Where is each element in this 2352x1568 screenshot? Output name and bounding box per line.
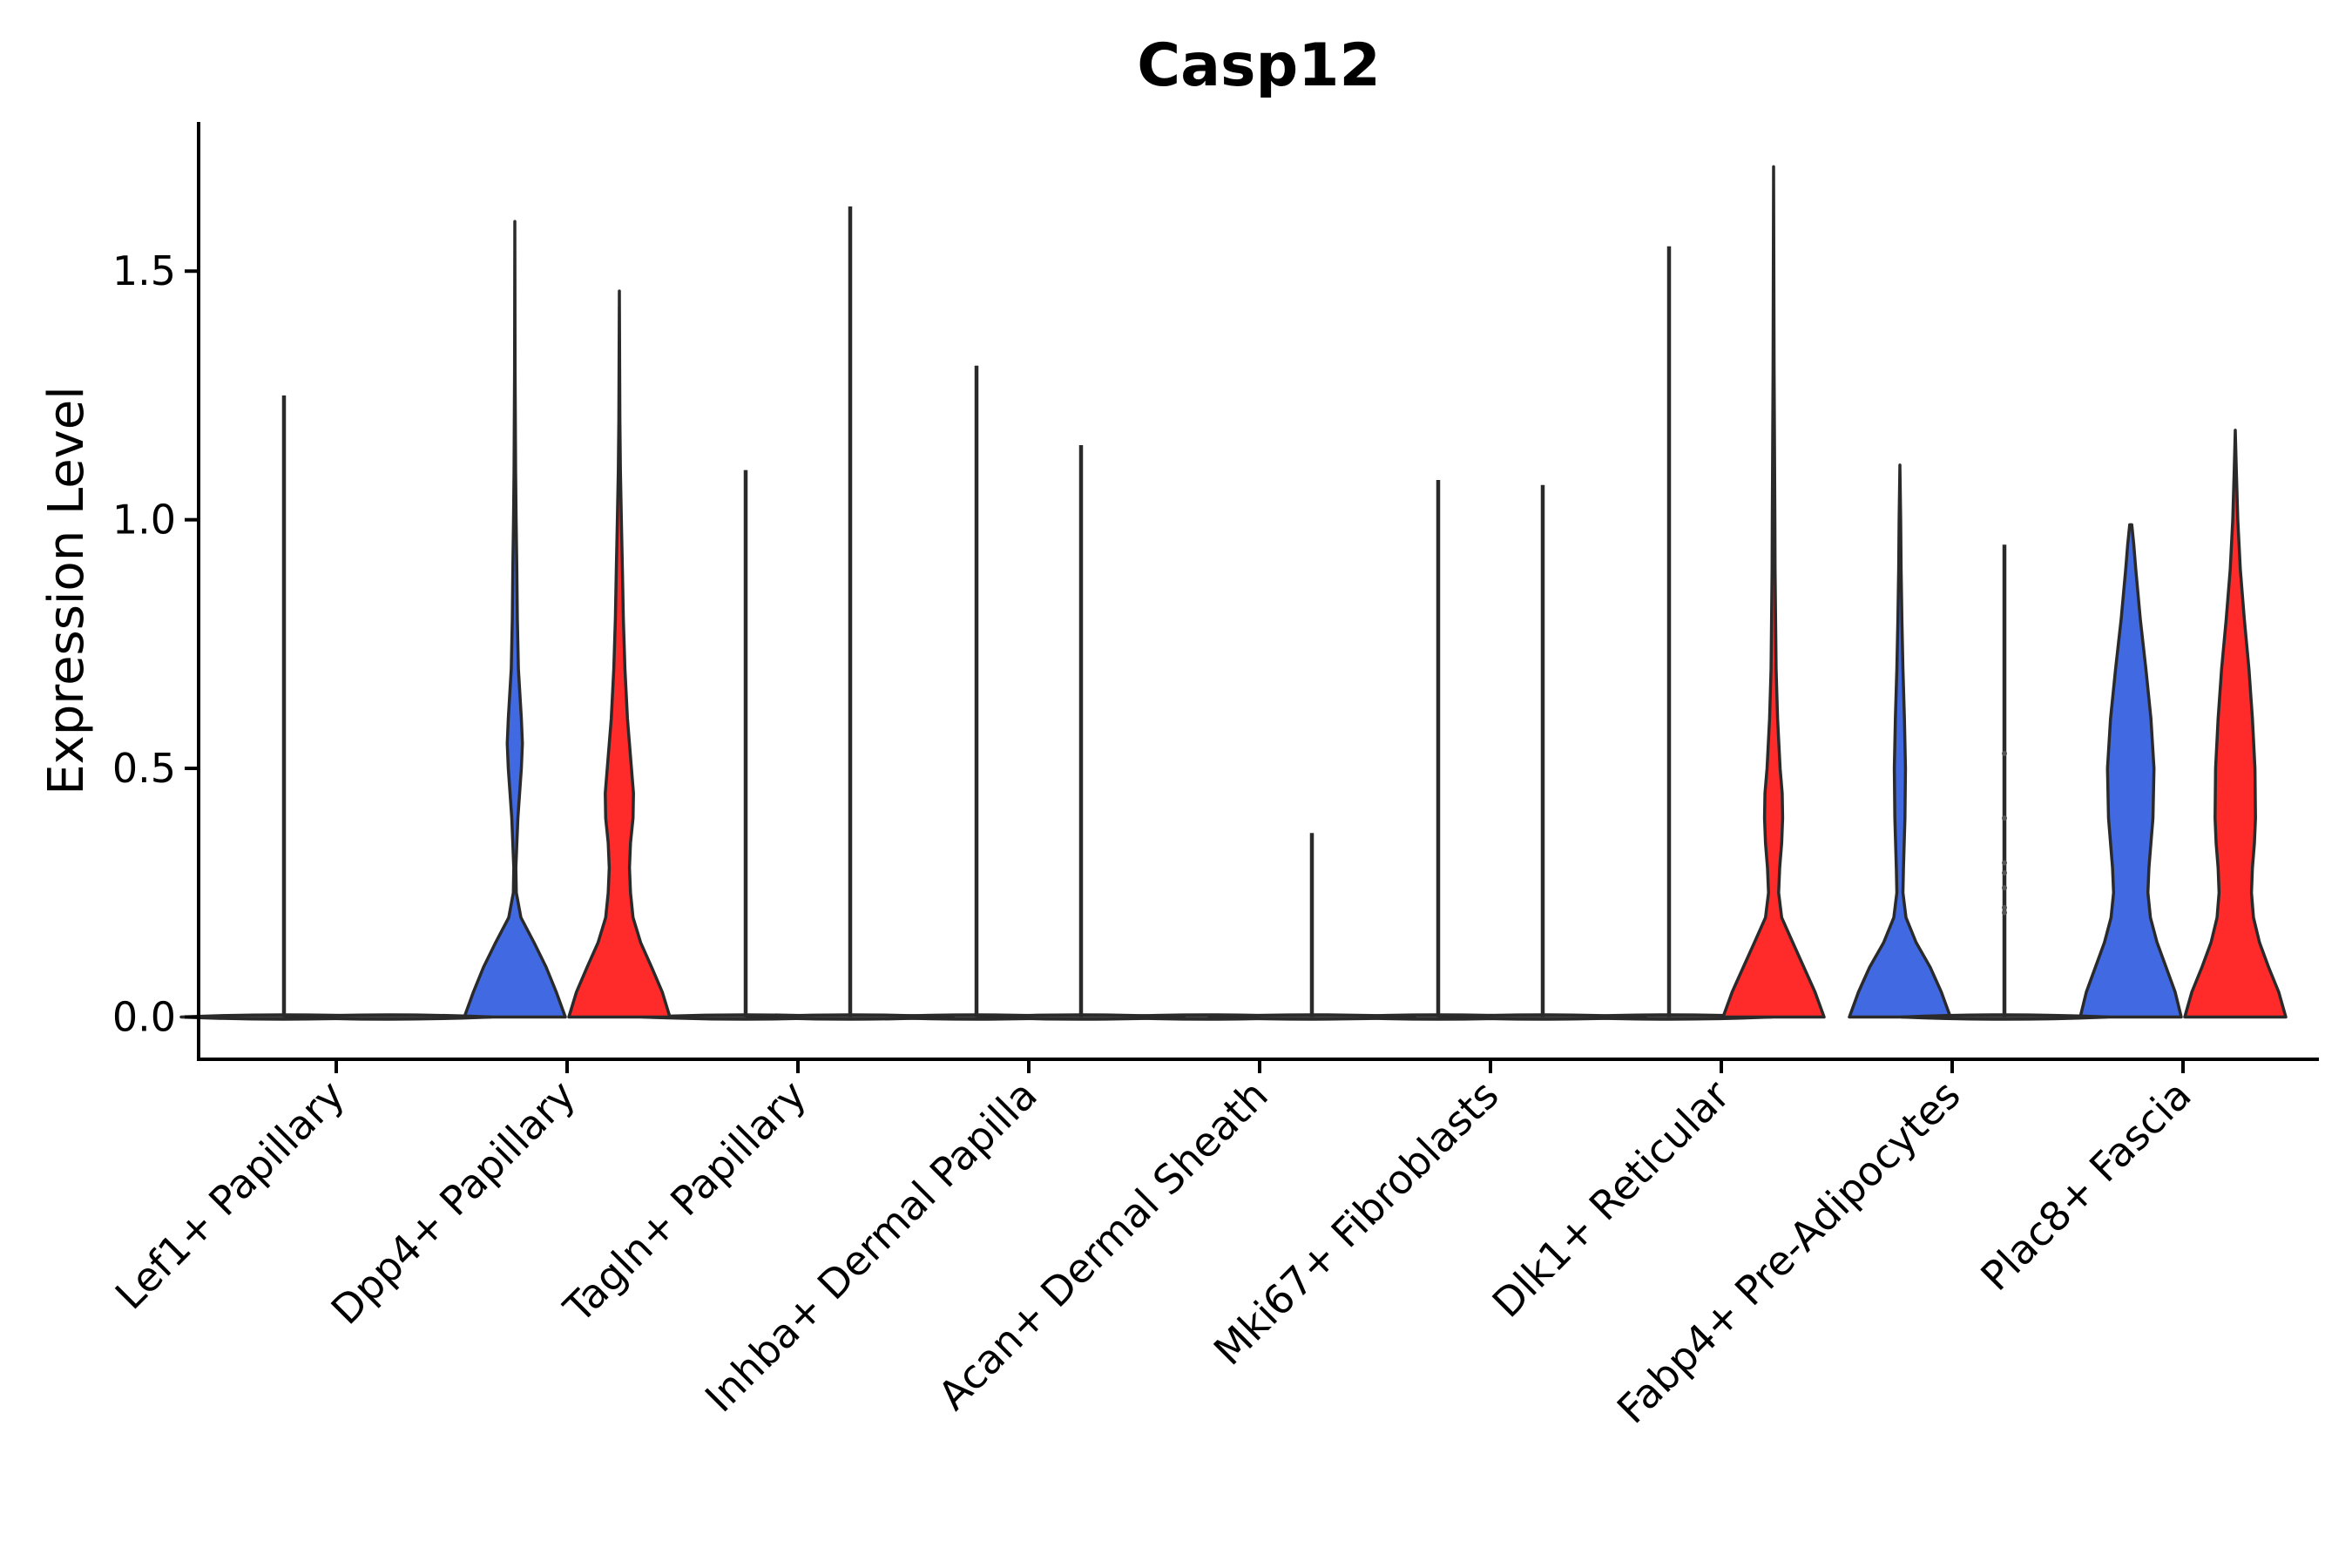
violin-group <box>567 289 672 1019</box>
y-tick-label: 0.0 <box>112 993 176 1040</box>
chart-title: Casp12 <box>1137 31 1381 100</box>
violin-body <box>1848 463 1952 1019</box>
violin-group <box>179 395 389 1021</box>
violin-group <box>1565 246 1774 1021</box>
outlier-point <box>2002 885 2007 891</box>
violin-group <box>1334 479 1543 1021</box>
x-tick-label: Plac8+ Fascia <box>1971 1071 2200 1300</box>
violin-body <box>2183 429 2288 1019</box>
outlier-point <box>2002 869 2007 875</box>
violin-group <box>2183 429 2288 1019</box>
violin-body <box>2078 523 2183 1019</box>
violin-group <box>872 365 1081 1021</box>
violin-group <box>977 445 1186 1021</box>
violin-group <box>284 1013 493 1021</box>
y-tick-label: 1.0 <box>112 497 176 544</box>
outlier-point <box>2002 904 2007 910</box>
x-tick-label: Tagln+ Papillary <box>554 1071 815 1333</box>
violin-group <box>463 220 567 1019</box>
outlier-point <box>2002 860 2007 866</box>
violin-group <box>746 206 955 1021</box>
x-tick-label: Lef1+ Papillary <box>106 1071 354 1319</box>
violin-body <box>284 1013 493 1021</box>
violin-layer <box>179 165 2288 1021</box>
x-tick-label: Dlk1+ Reticular <box>1484 1071 1739 1327</box>
y-tick-label: 0.5 <box>112 745 176 792</box>
violin-group <box>2078 523 2183 1019</box>
violin-body <box>567 289 672 1019</box>
outlier-point <box>2002 909 2007 916</box>
violin-body <box>1721 165 1826 1019</box>
y-ticks: 0.0 0.5 1.0 1.5 <box>112 247 199 1040</box>
violin-group <box>1207 833 1416 1021</box>
y-tick-label: 1.5 <box>112 247 176 294</box>
outlier-point <box>2002 750 2007 756</box>
violin-group <box>641 470 850 1021</box>
violin-group <box>1900 544 2109 1021</box>
outlier-point <box>2002 815 2007 821</box>
violin-group <box>1438 484 1647 1021</box>
violin-group <box>1721 165 1826 1019</box>
violin-body <box>463 220 567 1019</box>
y-axis-label: Expression Level <box>38 386 95 795</box>
violin-group <box>1848 463 1952 1019</box>
x-tick-label: Dpp4+ Papillary <box>322 1071 585 1334</box>
